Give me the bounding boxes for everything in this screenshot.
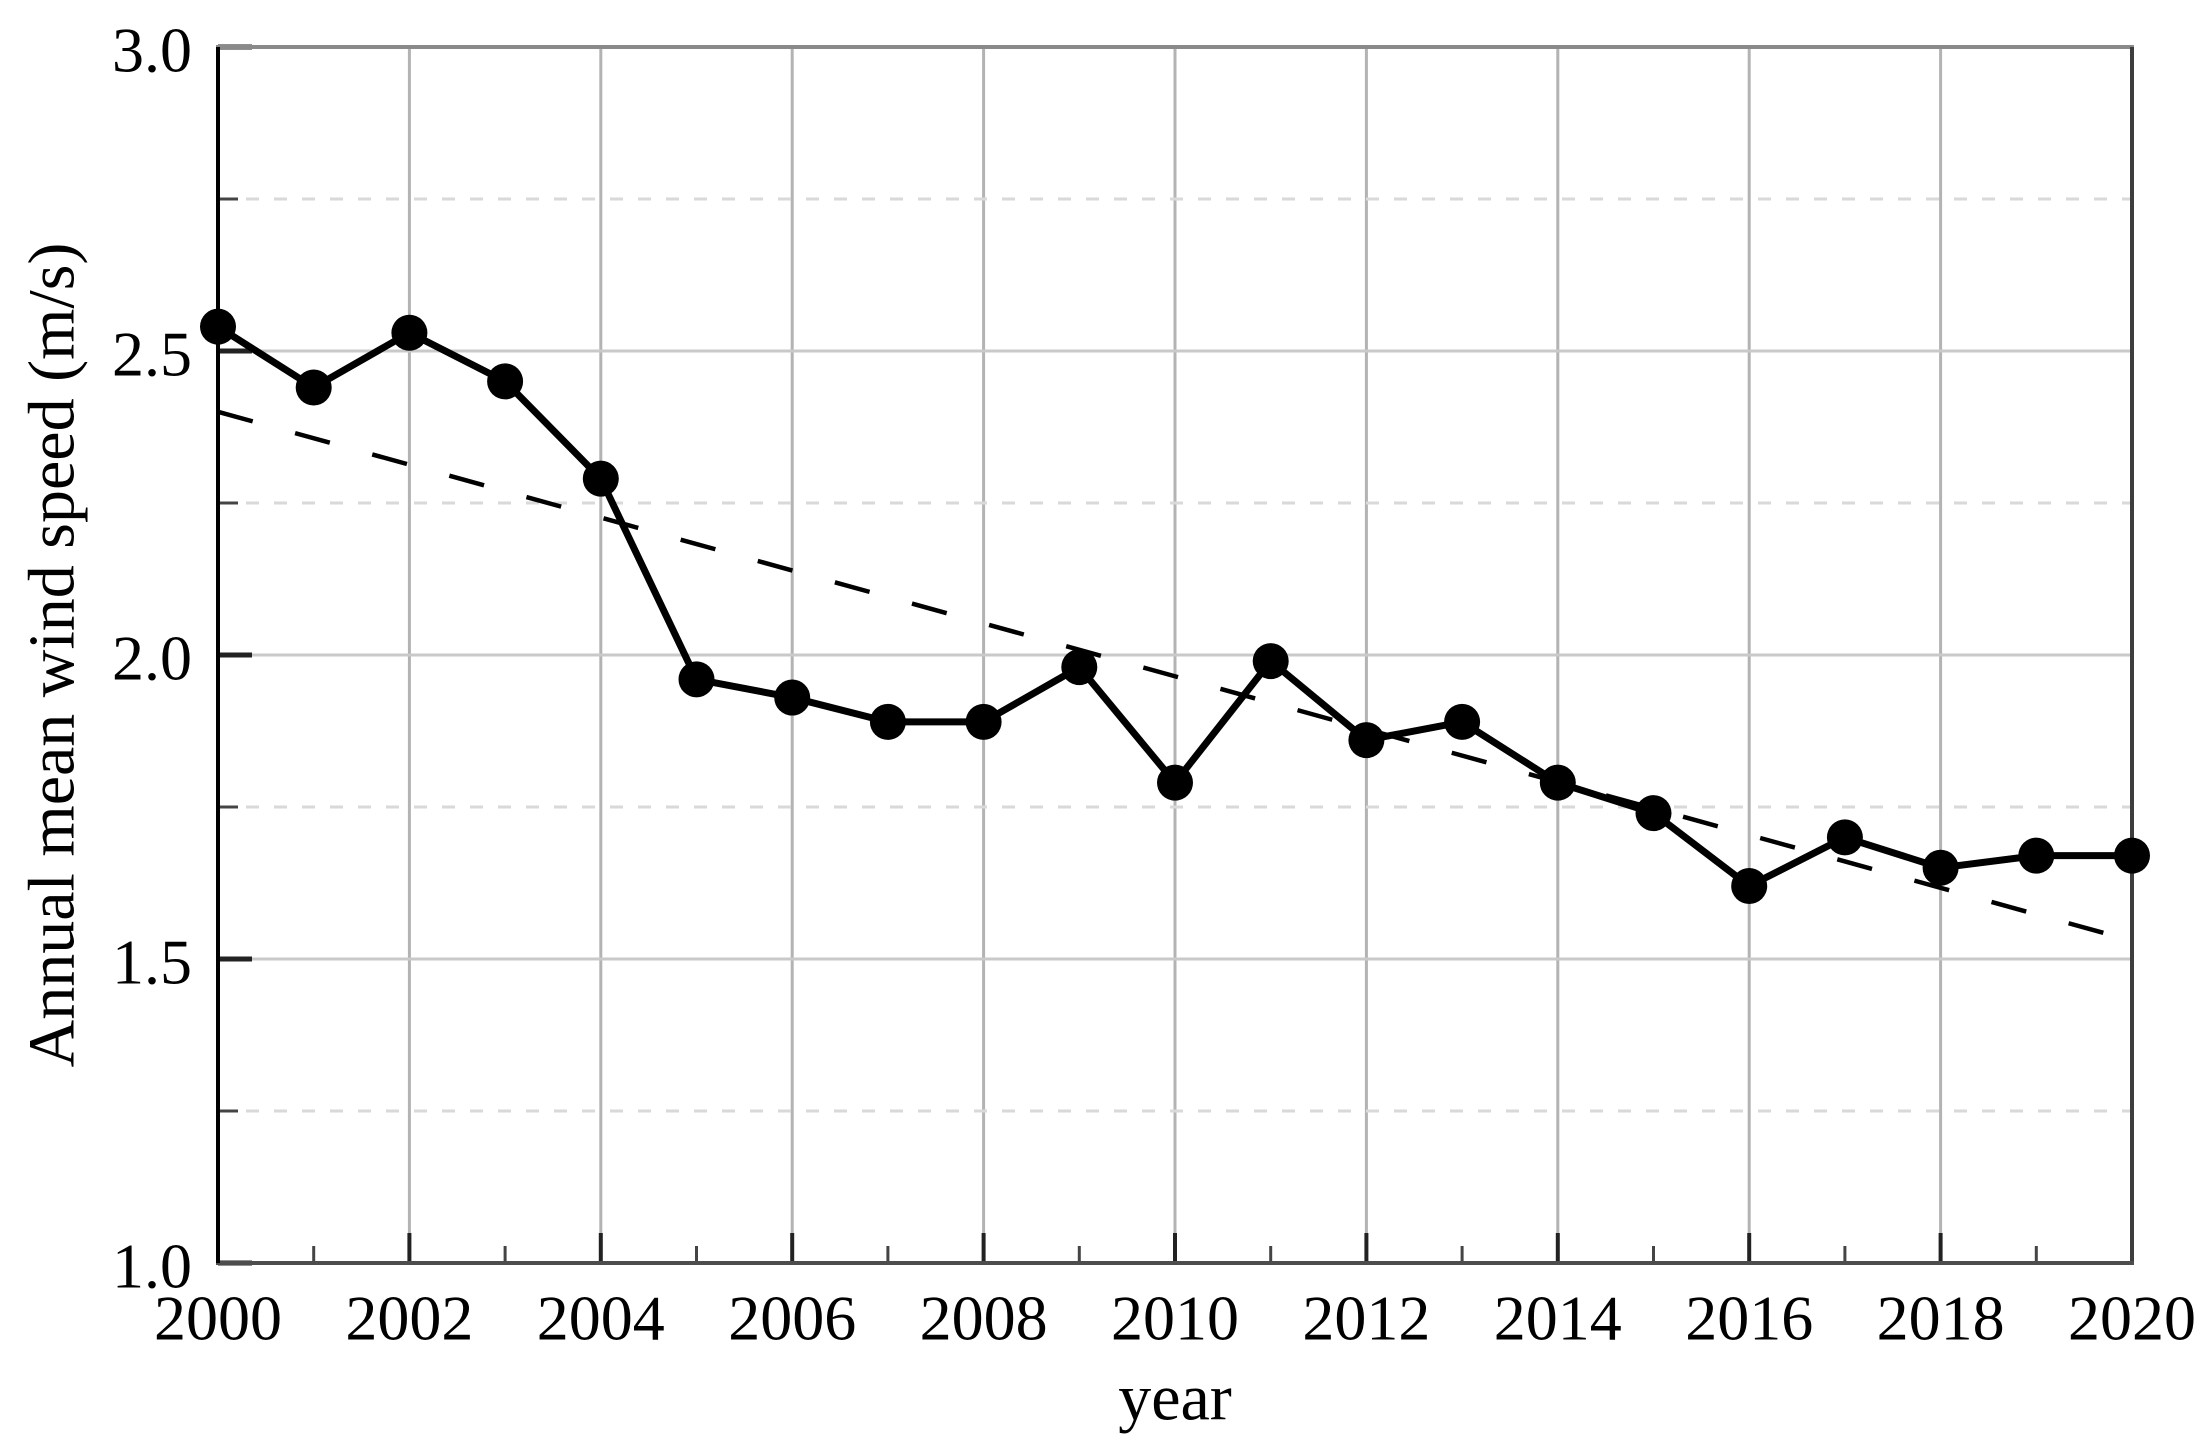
trend-line <box>217 409 2133 943</box>
y-tick-labels: 1.0 1.5 2.0 2.5 3.0 <box>112 15 192 1302</box>
data-point-2010 <box>1157 764 1193 801</box>
data-point-2015 <box>1635 795 1672 832</box>
x-tick-label-2018: 2018 <box>1877 1283 2005 1354</box>
x-tick-label-2010: 2010 <box>1111 1283 1239 1354</box>
y-tick-label-1.0: 1.0 <box>112 1231 192 1302</box>
horizontal-major-gridlines <box>218 349 2132 961</box>
x-tick-label-2002: 2002 <box>345 1283 473 1354</box>
data-series <box>200 308 2150 905</box>
y-tick-label-3.0: 3.0 <box>112 15 192 86</box>
x-axis-title: year <box>1118 1362 1232 1435</box>
x-tick-label-2006: 2006 <box>728 1283 856 1354</box>
data-point-2000 <box>200 308 236 345</box>
x-tick-label-2016: 2016 <box>1685 1283 1813 1354</box>
data-point-2009 <box>1061 649 1098 686</box>
x-tick-label-2000: 2000 <box>154 1283 282 1354</box>
data-point-2014 <box>1539 764 1576 801</box>
data-point-2006 <box>774 679 811 716</box>
data-point-2008 <box>965 703 1002 740</box>
data-point-2012 <box>1348 722 1385 759</box>
y-tick-label-1.5: 1.5 <box>112 927 192 998</box>
data-point-2002 <box>391 314 428 351</box>
data-point-2001 <box>295 369 332 406</box>
x-tick-labels: 2000 2002 2004 2006 2008 2010 2012 2014 2016 2018… <box>154 1283 2196 1354</box>
data-point-2016 <box>1731 868 1768 905</box>
data-point-2013 <box>1444 703 1481 740</box>
data-point-2003 <box>487 363 524 400</box>
x-axis-ticks <box>216 1233 2134 1263</box>
y-tick-label-2.5: 2.5 <box>112 319 192 390</box>
y-axis-title: Annual mean wind speed (m/s) <box>16 243 89 1068</box>
x-tick-label-2020: 2020 <box>2068 1283 2196 1354</box>
y-tick-label-2.0: 2.0 <box>112 623 192 694</box>
trend-dashed-line <box>217 409 2133 943</box>
x-tick-label-2014: 2014 <box>1494 1283 1622 1354</box>
data-point-2007 <box>869 703 906 740</box>
data-point-2019 <box>2018 837 2055 874</box>
x-tick-label-2012: 2012 <box>1302 1283 1430 1354</box>
x-tick-label-2008: 2008 <box>920 1283 1048 1354</box>
data-point-2011 <box>1252 643 1289 680</box>
data-point-2020 <box>2114 837 2150 874</box>
data-point-2004 <box>582 460 619 497</box>
horizontal-minor-gridlines <box>218 197 2132 1113</box>
data-point-2017 <box>1826 819 1863 856</box>
data-point-2005 <box>678 661 715 698</box>
x-tick-label-2004: 2004 <box>537 1283 665 1354</box>
data-point-2018 <box>1922 849 1959 886</box>
y-axis-ticks <box>218 44 252 1266</box>
plot-border <box>216 45 2134 1265</box>
